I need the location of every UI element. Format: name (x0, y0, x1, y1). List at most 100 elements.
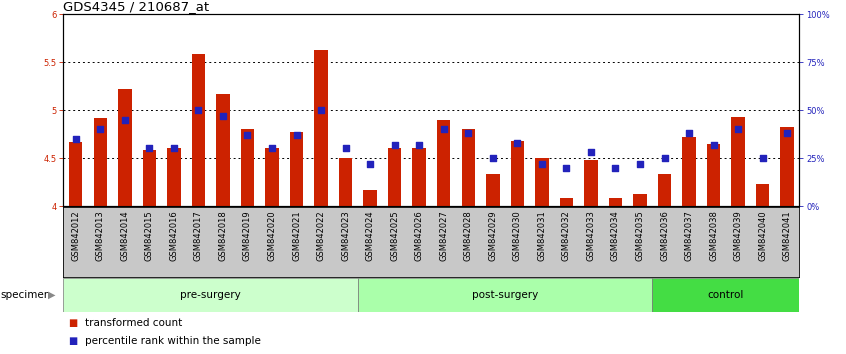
Bar (756, 184, 769, 206)
Point (755, 155, 769, 161)
Text: GSM842035: GSM842035 (635, 211, 645, 261)
Point (93, 126, 107, 132)
Point (240, 132, 254, 138)
Bar (560, 198, 573, 206)
Point (559, 165, 573, 171)
Point (338, 145, 352, 151)
Bar (358, 278, 652, 312)
Text: GSM842036: GSM842036 (660, 211, 669, 262)
Bar (266, 148, 278, 206)
Text: GSM842039: GSM842039 (733, 211, 743, 261)
Text: GSM842028: GSM842028 (464, 211, 473, 261)
Text: GSM842015: GSM842015 (145, 211, 154, 261)
Bar (585, 160, 597, 206)
Text: GSM842022: GSM842022 (316, 211, 326, 261)
Text: GSM842033: GSM842033 (586, 211, 596, 262)
Point (584, 149, 597, 155)
Text: GSM842025: GSM842025 (390, 211, 399, 261)
Text: control: control (708, 290, 744, 300)
Text: GSM842014: GSM842014 (120, 211, 129, 261)
Point (486, 155, 499, 161)
Text: transformed count: transformed count (85, 318, 182, 328)
Text: GSM842020: GSM842020 (267, 211, 277, 261)
Bar (486, 175, 499, 206)
Point (216, 113, 229, 119)
Point (167, 145, 180, 151)
Point (265, 145, 278, 151)
Text: GSM842017: GSM842017 (194, 211, 203, 261)
Bar (69, 142, 82, 206)
Point (412, 142, 426, 148)
Bar (652, 278, 799, 312)
Point (118, 117, 131, 122)
Bar (634, 194, 646, 206)
Point (363, 161, 376, 167)
Text: post-surgery: post-surgery (472, 290, 538, 300)
Point (142, 145, 156, 151)
Text: GSM842012: GSM842012 (71, 211, 80, 261)
Bar (437, 120, 450, 206)
Bar (462, 129, 475, 206)
Text: GDS4345 / 210687_at: GDS4345 / 210687_at (63, 0, 210, 13)
Point (608, 165, 622, 171)
Bar (118, 89, 131, 206)
Text: GSM842021: GSM842021 (292, 211, 301, 261)
Text: ■: ■ (68, 318, 77, 328)
Point (461, 130, 475, 136)
Text: GSM842024: GSM842024 (365, 211, 375, 261)
Text: GSM842032: GSM842032 (562, 211, 571, 261)
Text: GSM842040: GSM842040 (758, 211, 767, 261)
Text: GSM842038: GSM842038 (709, 211, 718, 262)
Point (731, 126, 744, 132)
Point (706, 142, 720, 148)
Bar (315, 50, 327, 206)
Bar (707, 144, 720, 206)
Text: GSM842030: GSM842030 (513, 211, 522, 261)
Point (314, 107, 327, 113)
Point (437, 126, 450, 132)
Bar (168, 148, 180, 206)
Text: specimen: specimen (1, 290, 52, 300)
Text: GSM842026: GSM842026 (415, 211, 424, 261)
Bar (388, 148, 401, 206)
Bar (781, 127, 794, 206)
Bar (217, 94, 229, 206)
Text: GSM842037: GSM842037 (684, 211, 694, 262)
Point (633, 161, 646, 167)
Point (510, 140, 524, 145)
Bar (339, 158, 352, 206)
Point (289, 132, 303, 138)
Bar (658, 175, 671, 206)
Bar (732, 117, 744, 206)
Text: pre-surgery: pre-surgery (180, 290, 241, 300)
Point (682, 130, 695, 136)
Point (387, 142, 401, 148)
Text: ■: ■ (68, 336, 77, 346)
Text: GSM842031: GSM842031 (537, 211, 547, 261)
Bar (192, 55, 205, 206)
Text: GSM842034: GSM842034 (611, 211, 620, 261)
Text: percentile rank within the sample: percentile rank within the sample (85, 336, 261, 346)
Bar (290, 132, 303, 206)
Point (191, 107, 205, 113)
Text: GSM842013: GSM842013 (96, 211, 105, 261)
Text: GSM842027: GSM842027 (439, 211, 448, 261)
Text: GSM842016: GSM842016 (169, 211, 179, 261)
Point (657, 155, 671, 161)
Text: ▶: ▶ (48, 290, 56, 300)
Bar (63, 278, 358, 312)
Text: GSM842023: GSM842023 (341, 211, 350, 261)
Bar (536, 158, 548, 206)
Bar (94, 118, 107, 206)
Text: GSM842018: GSM842018 (218, 211, 228, 261)
Text: GSM842029: GSM842029 (488, 211, 497, 261)
Bar (683, 137, 695, 206)
Point (780, 130, 794, 136)
Point (69, 136, 82, 142)
Text: GSM842041: GSM842041 (783, 211, 792, 261)
Bar (241, 129, 254, 206)
Bar (511, 141, 524, 206)
Point (535, 161, 548, 167)
Text: GSM842019: GSM842019 (243, 211, 252, 261)
Bar (143, 150, 156, 206)
